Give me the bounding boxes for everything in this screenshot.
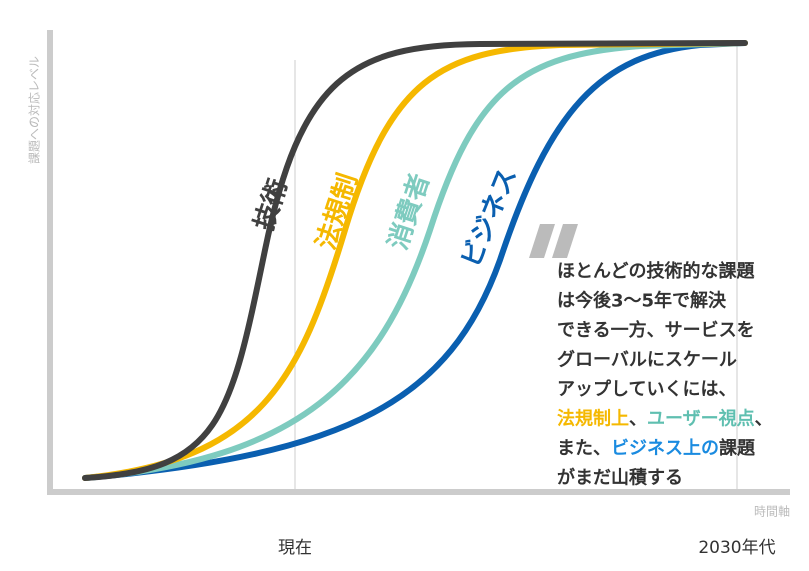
quote-mark bbox=[529, 224, 555, 258]
callout-text: 、 bbox=[755, 409, 773, 430]
callout-text: 課題 bbox=[719, 437, 756, 459]
y-axis-label: 課題への対応レベル bbox=[27, 56, 42, 164]
curve bbox=[82, 40, 748, 481]
callout-text: できる一方、サービスを bbox=[557, 319, 755, 341]
callout-text: 法規制上 bbox=[557, 408, 629, 430]
x-mark: 2030年代 bbox=[698, 538, 775, 558]
curve-label: 法規制 bbox=[311, 170, 364, 253]
callout-text: がまだ山積する bbox=[557, 467, 683, 489]
quote-mark bbox=[552, 224, 578, 258]
callout-line: グローバルにスケール bbox=[557, 349, 737, 371]
curve bbox=[82, 40, 748, 481]
callout-text: ユーザー視点 bbox=[647, 408, 755, 430]
curve bbox=[82, 40, 748, 481]
callout-text: また、 bbox=[557, 438, 611, 459]
curve-label: 技術 bbox=[249, 175, 294, 234]
x-axis-label: 時間軸 bbox=[754, 505, 790, 519]
curve bbox=[82, 40, 748, 481]
callout: ほとんどの技術的な課題は今後3～5年で解決できる一方、サービスをグローバルにスケ… bbox=[557, 260, 773, 489]
callout-text: ほとんどの技術的な課題 bbox=[557, 260, 755, 282]
callout-line: がまだ山積する bbox=[557, 467, 683, 489]
callout-text: グローバルにスケール bbox=[557, 349, 737, 371]
callout-line: ほとんどの技術的な課題 bbox=[557, 260, 755, 282]
callout-line: アップしていくには、 bbox=[557, 378, 736, 400]
callout-line: できる一方、サービスを bbox=[557, 319, 755, 341]
callout-text: ビジネス上の bbox=[611, 438, 719, 459]
callout-text: アップしていくには、 bbox=[557, 378, 736, 400]
callout-line: また、ビジネス上の課題 bbox=[557, 437, 756, 459]
callout-text: 、 bbox=[629, 409, 647, 430]
x-mark: 現在 bbox=[278, 538, 312, 558]
callout-text: は今後3～5年で解決 bbox=[557, 290, 727, 312]
callout-line: 法規制上、ユーザー視点、 bbox=[557, 408, 773, 430]
callout-line: は今後3～5年で解決 bbox=[557, 290, 727, 312]
